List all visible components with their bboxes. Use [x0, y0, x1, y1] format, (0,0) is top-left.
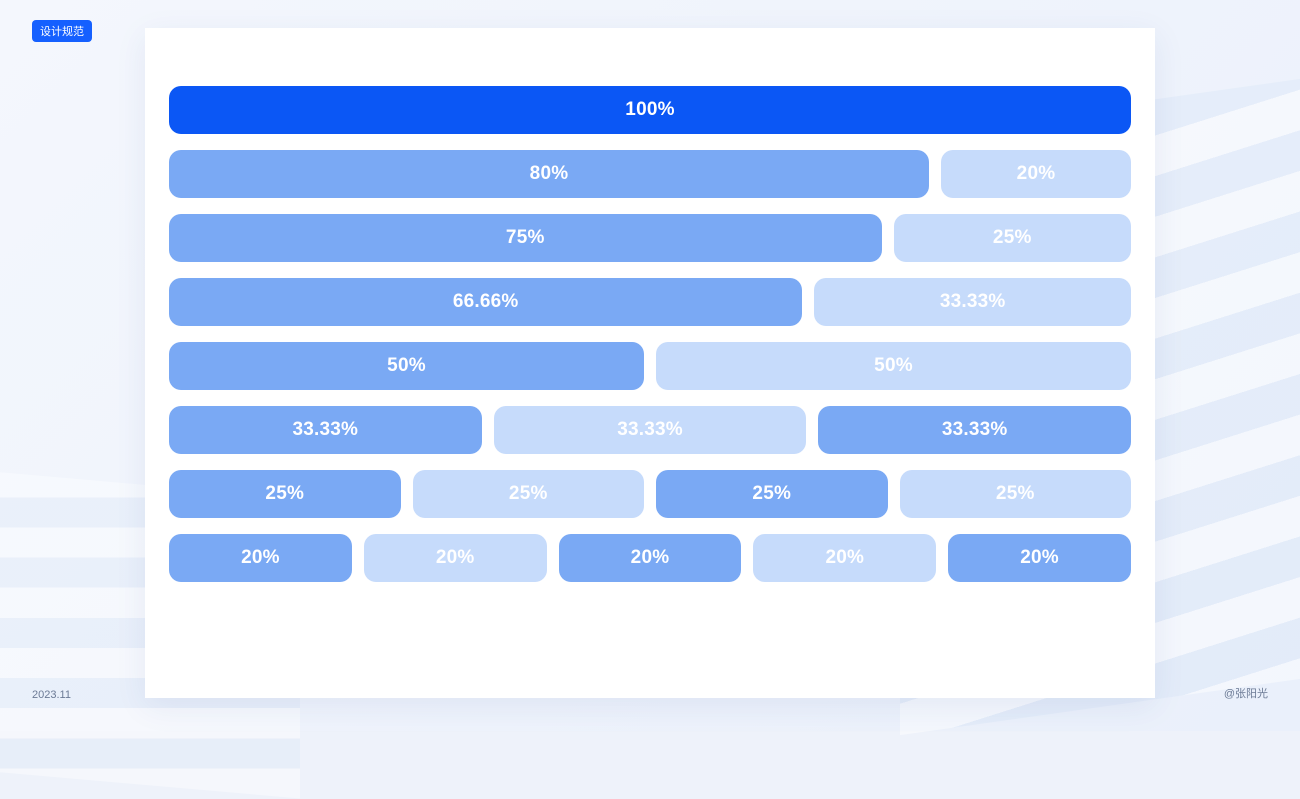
proportion-segment: 25%	[413, 470, 645, 518]
proportion-segment: 20%	[753, 534, 936, 582]
proportion-row: 75%25%	[169, 214, 1131, 262]
proportion-segment: 75%	[169, 214, 882, 262]
proportion-row: 100%	[169, 86, 1131, 134]
proportion-segment: 66.66%	[169, 278, 802, 326]
proportion-row: 50%50%	[169, 342, 1131, 390]
proportion-segment: 25%	[900, 470, 1132, 518]
category-badge: 设计规范	[32, 20, 92, 42]
proportion-segment: 20%	[948, 534, 1131, 582]
proportion-segment: 25%	[894, 214, 1132, 262]
proportion-segment: 33.33%	[818, 406, 1131, 454]
proportion-segment: 33.33%	[814, 278, 1131, 326]
proportion-segment: 50%	[656, 342, 1131, 390]
proportion-row: 66.66%33.33%	[169, 278, 1131, 326]
proportion-segment: 25%	[169, 470, 401, 518]
layout-spec-card: 100%80%20%75%25%66.66%33.33%50%50%33.33%…	[145, 28, 1155, 698]
proportion-segment: 20%	[941, 150, 1131, 198]
proportion-segment: 20%	[364, 534, 547, 582]
proportion-row: 33.33%33.33%33.33%	[169, 406, 1131, 454]
proportion-rows: 100%80%20%75%25%66.66%33.33%50%50%33.33%…	[169, 86, 1131, 582]
proportion-segment: 50%	[169, 342, 644, 390]
proportion-segment: 80%	[169, 150, 929, 198]
proportion-row: 80%20%	[169, 150, 1131, 198]
proportion-segment: 20%	[169, 534, 352, 582]
footer-date: 2023.11	[32, 689, 71, 701]
proportion-segment: 20%	[559, 534, 742, 582]
footer-author: @张阳光	[1224, 685, 1268, 701]
proportion-segment: 33.33%	[494, 406, 807, 454]
proportion-segment: 25%	[656, 470, 888, 518]
proportion-segment: 100%	[169, 86, 1131, 134]
proportion-row: 20%20%20%20%20%	[169, 534, 1131, 582]
proportion-segment: 33.33%	[169, 406, 482, 454]
proportion-row: 25%25%25%25%	[169, 470, 1131, 518]
